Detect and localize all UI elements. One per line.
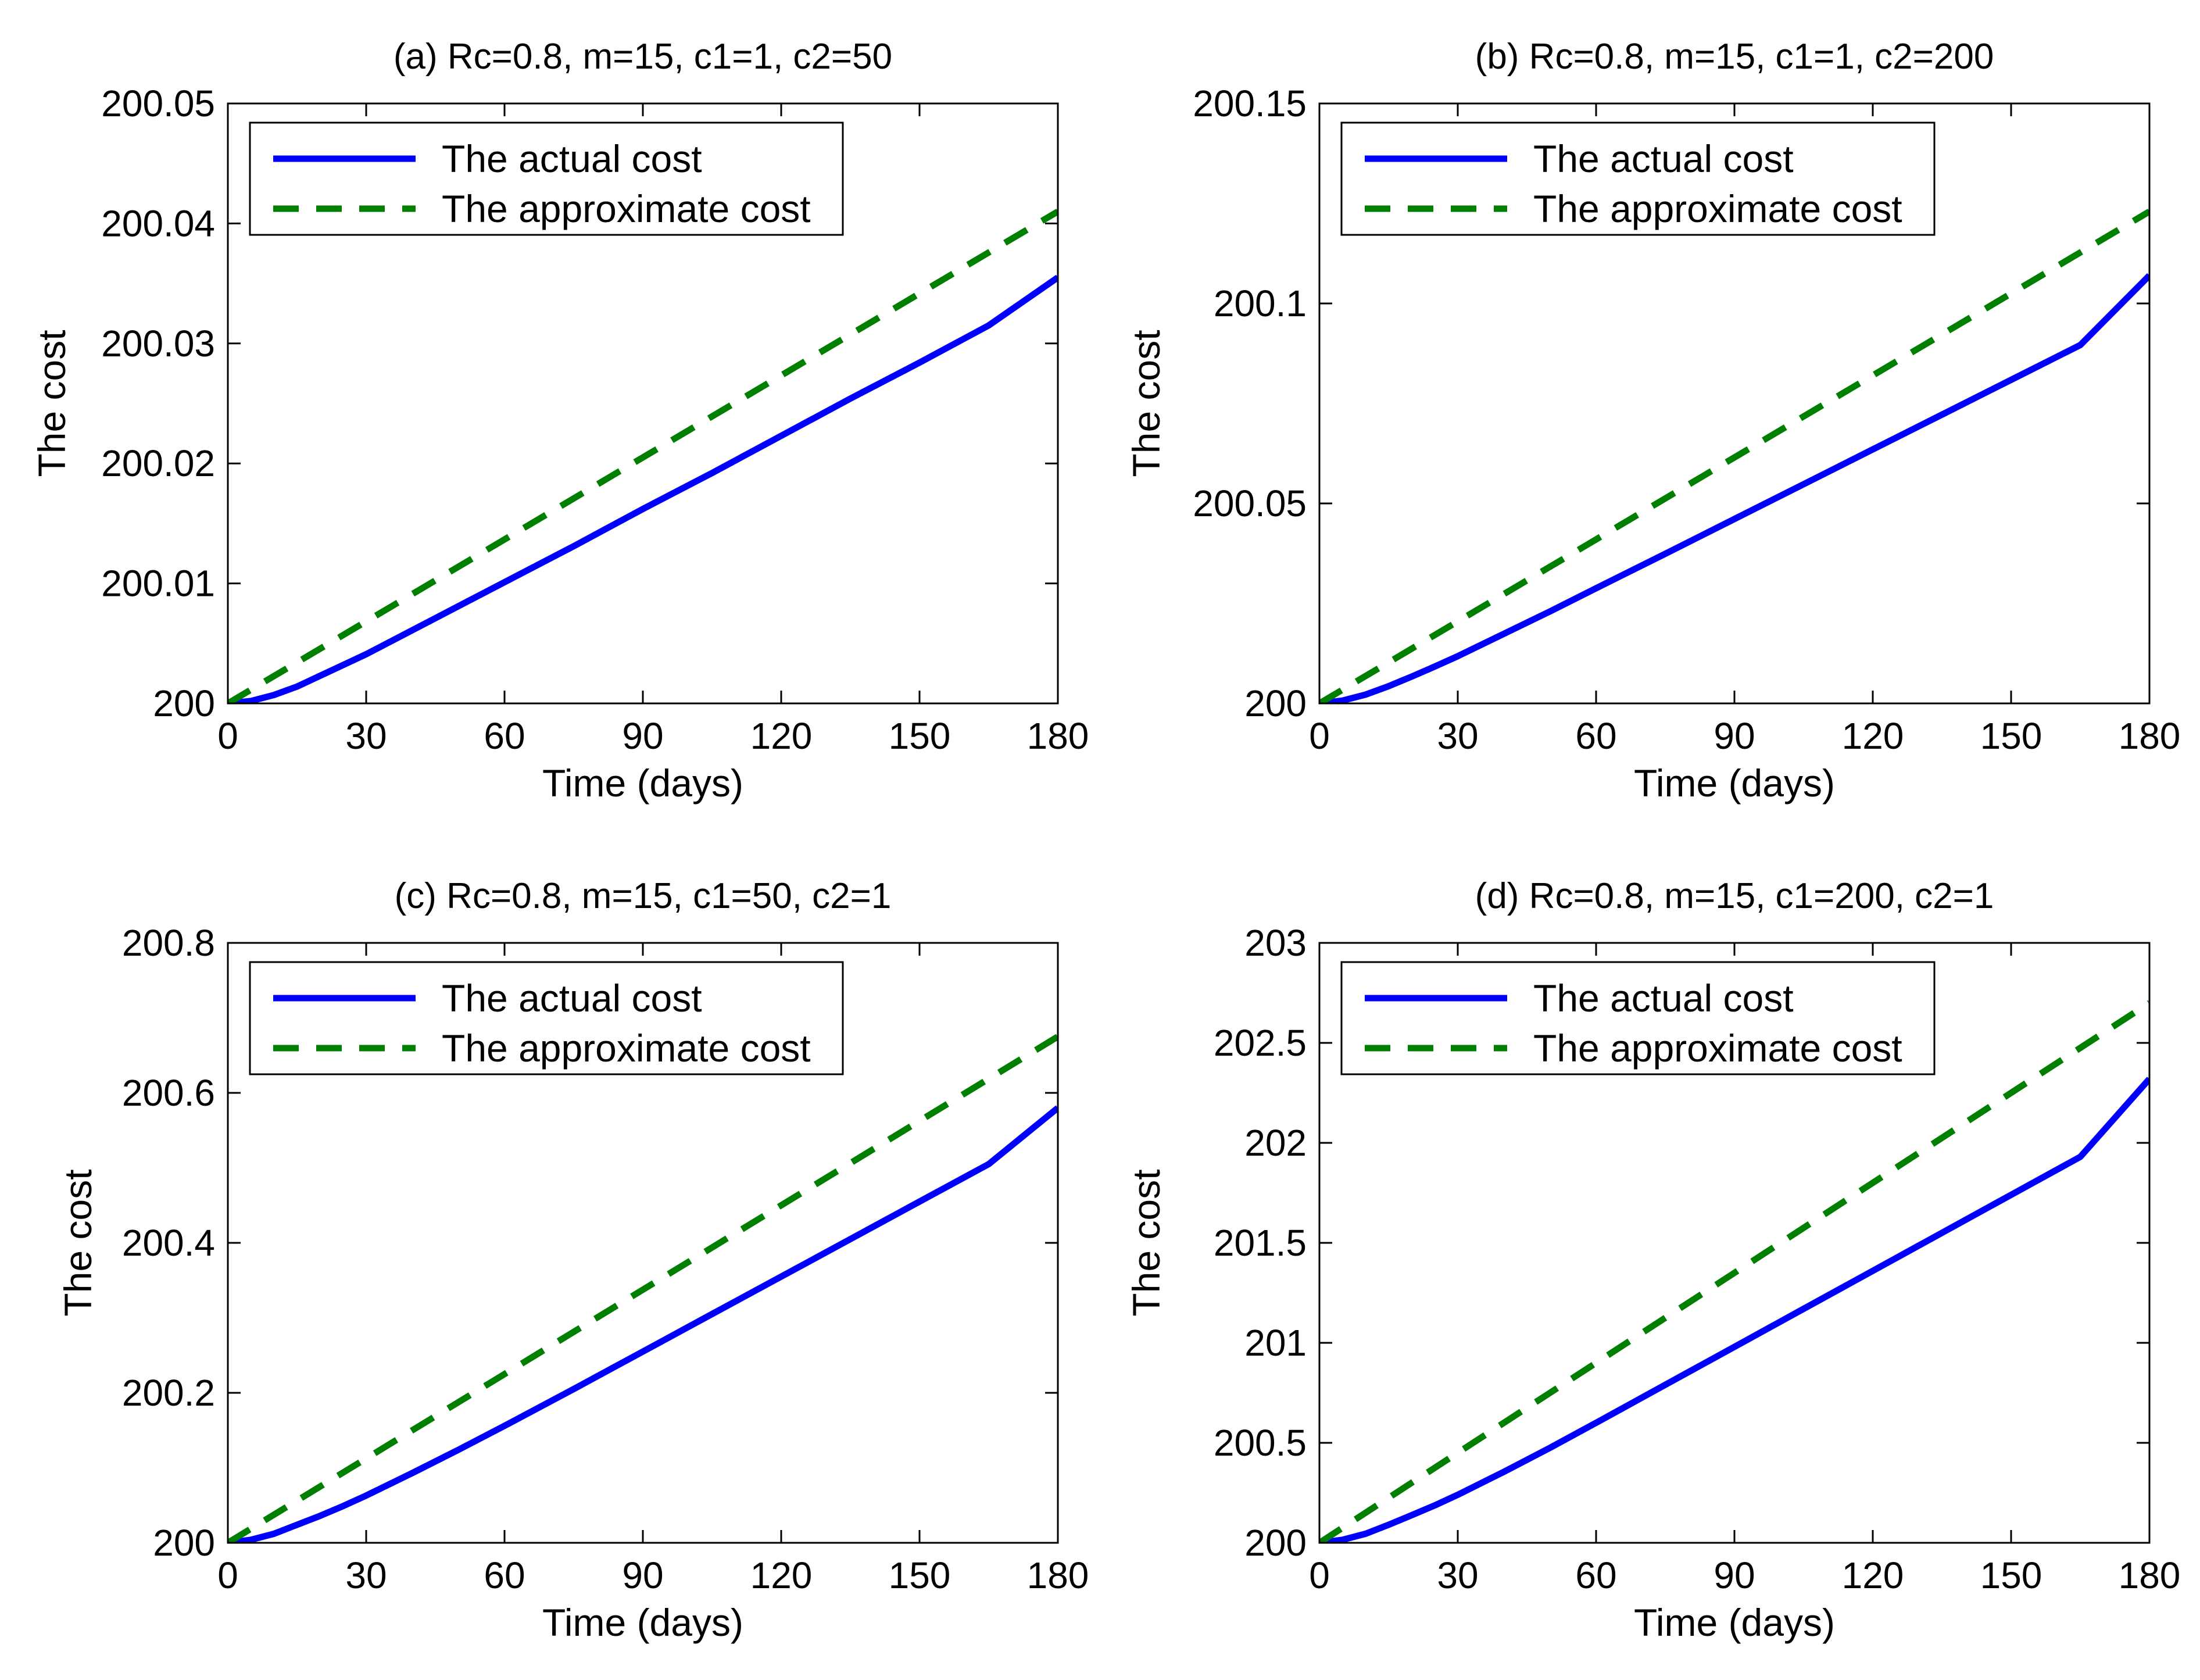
x-tick-label: 150	[889, 1554, 951, 1596]
x-tick-label: 150	[1980, 715, 2042, 757]
x-tick-label: 120	[1842, 715, 1904, 757]
series-group	[1319, 209, 2149, 703]
x-tick-label: 0	[217, 1554, 238, 1596]
legend-label: The actual cost	[442, 977, 702, 1020]
x-tick-label: 150	[1980, 1554, 2042, 1596]
x-tick-label: 180	[2119, 715, 2181, 757]
legend-label: The approximate cost	[1533, 187, 1902, 230]
legend: The actual cost The approximate cost	[1340, 961, 1936, 1075]
y-tick-label: 201.5	[1214, 1222, 1307, 1264]
plot-frame	[227, 942, 1059, 1544]
x-tick-label: 90	[1714, 715, 1755, 757]
legend: The actual cost The approximate cost	[1340, 121, 1936, 236]
x-tick-label: 30	[345, 715, 387, 757]
y-tick-label: 200.04	[101, 202, 215, 244]
legend: The actual cost The approximate cost	[249, 121, 844, 236]
x-tick-label: 180	[1027, 715, 1089, 757]
y-tick-label: 200.05	[101, 83, 215, 124]
x-tick-label: 0	[1309, 715, 1330, 757]
x-tick-label: 120	[750, 715, 813, 757]
y-tick-label: 200.4	[122, 1222, 215, 1264]
legend-label: The actual cost	[1533, 137, 1794, 180]
x-axis-label: Time (days)	[1634, 762, 1835, 805]
x-tick-label: 120	[750, 1554, 813, 1596]
legend-box	[249, 121, 844, 236]
x-tick-label: 90	[622, 1554, 663, 1596]
actual-cost-line	[228, 274, 1058, 703]
legend-box	[1340, 961, 1936, 1075]
y-tick-label: 200.02	[101, 442, 215, 484]
x-tick-label: 180	[1027, 1554, 1089, 1596]
y-tick-label: 200	[153, 682, 215, 724]
chart-title: (b) Rc=0.8, m=15, c1=1, c2=200	[1475, 37, 1994, 77]
x-tick-label: 30	[1437, 715, 1478, 757]
x-axis-label: Time (days)	[542, 1601, 743, 1644]
series-group	[228, 1034, 1058, 1543]
legend-box	[249, 961, 844, 1075]
legend-label: The approximate cost	[1533, 1027, 1902, 1070]
y-tick-label: 200	[153, 1522, 215, 1564]
y-tick-label: 200.05	[1193, 482, 1307, 524]
y-tick-label: 200	[1244, 1522, 1307, 1564]
approximate-cost-line	[1319, 209, 2149, 703]
y-tick-label: 200	[1244, 682, 1307, 724]
x-axis-label: Time (days)	[1634, 1601, 1835, 1644]
actual-cost-line	[228, 1105, 1058, 1543]
plot-frame	[227, 102, 1059, 705]
y-axis-label: The cost	[1125, 1169, 1168, 1316]
x-tick-label: 30	[345, 1554, 387, 1596]
legend: The actual cost The approximate cost	[249, 961, 844, 1075]
x-tick-label: 60	[484, 1554, 525, 1596]
series-group	[228, 209, 1058, 703]
y-axis-label: The cost	[1125, 330, 1168, 477]
legend-label: The approximate cost	[442, 1027, 811, 1070]
y-tick-label: 202.5	[1214, 1022, 1307, 1064]
chart-panel-b: (b) Rc=0.8, m=15, c1=1, c2=200 0 30 60 90 120…	[1125, 37, 2180, 805]
x-tick-label: 90	[1714, 1554, 1755, 1596]
series-group	[1319, 1000, 2149, 1543]
y-tick-label: 200.15	[1193, 83, 1307, 124]
chart-panel-c: (c) Rc=0.8, m=15, c1=50, c2=1 0 30 60 90 120 1…	[56, 876, 1089, 1644]
legend-box	[1340, 121, 1936, 236]
x-axis-label: Time (days)	[542, 762, 743, 805]
chart-title: (d) Rc=0.8, m=15, c1=200, c2=1	[1475, 876, 1994, 916]
y-tick-label: 200.01	[101, 563, 215, 605]
chart-panel-d: (d) Rc=0.8, m=15, c1=200, c2=1 0 30 60 90 120…	[1125, 876, 2180, 1644]
y-tick-label: 200.2	[122, 1372, 215, 1414]
approximate-cost-line	[1319, 1000, 2149, 1543]
y-tick-label: 203	[1244, 922, 1307, 964]
x-tick-label: 90	[622, 715, 663, 757]
plot-frame	[1318, 102, 2151, 705]
chart-title: (a) Rc=0.8, m=15, c1=1, c2=50	[394, 37, 892, 77]
approximate-cost-line	[228, 209, 1058, 703]
y-tick-label: 200.6	[122, 1072, 215, 1114]
plot-frame	[1318, 942, 2151, 1544]
y-tick-label: 201	[1244, 1322, 1307, 1364]
x-tick-label: 0	[1309, 1554, 1330, 1596]
legend-label: The actual cost	[1533, 977, 1794, 1020]
x-tick-label: 120	[1842, 1554, 1904, 1596]
x-tick-label: 0	[217, 715, 238, 757]
chart-title: (c) Rc=0.8, m=15, c1=50, c2=1	[395, 876, 892, 916]
y-tick-label: 200.5	[1214, 1422, 1307, 1464]
chart-panel-a: (a) Rc=0.8, m=15, c1=1, c2=50 0 30 60 90 120 1…	[30, 37, 1089, 805]
x-tick-label: 60	[1575, 715, 1616, 757]
actual-cost-line	[1319, 273, 2149, 703]
y-axis-label: The cost	[30, 330, 73, 477]
legend-label: The actual cost	[442, 137, 702, 180]
y-tick-label: 200.8	[122, 922, 215, 964]
x-tick-label: 60	[484, 715, 525, 757]
y-tick-label: 200.03	[101, 323, 215, 364]
legend-label: The approximate cost	[442, 187, 811, 230]
x-tick-label: 30	[1437, 1554, 1478, 1596]
actual-cost-line	[1319, 1077, 2149, 1543]
x-tick-label: 150	[889, 715, 951, 757]
y-axis-label: The cost	[56, 1169, 99, 1316]
x-tick-label: 60	[1575, 1554, 1616, 1596]
approximate-cost-line	[228, 1034, 1058, 1543]
x-tick-label: 180	[2119, 1554, 2181, 1596]
y-tick-label: 202	[1244, 1122, 1307, 1164]
y-tick-label: 200.1	[1214, 283, 1307, 324]
